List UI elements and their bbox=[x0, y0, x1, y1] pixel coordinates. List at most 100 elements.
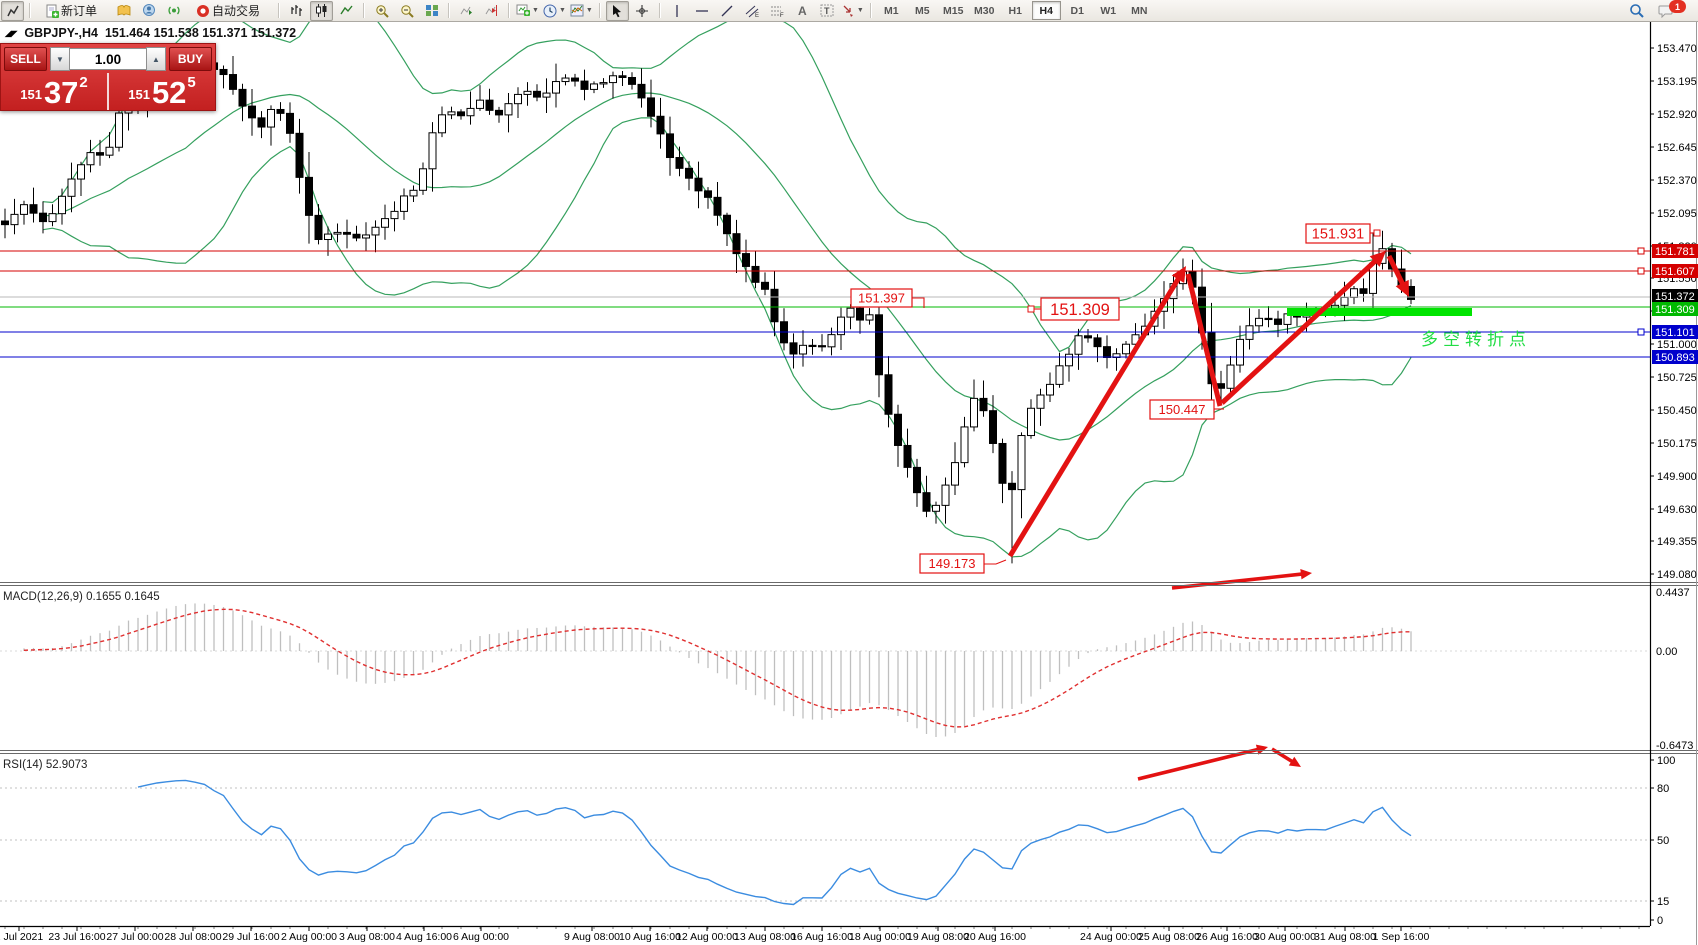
equidistant-channel-icon[interactable]: E bbox=[741, 1, 764, 21]
auto-scroll-icon[interactable] bbox=[455, 1, 478, 21]
svg-text:149.173: 149.173 bbox=[929, 556, 976, 571]
price-annotation-151397[interactable]: 151.397 bbox=[850, 288, 913, 308]
bar-chart-icon[interactable] bbox=[285, 1, 308, 21]
charts-icon[interactable] bbox=[1, 0, 24, 21]
price-badge-151781: 151.781 bbox=[1652, 244, 1698, 258]
annotation-handle[interactable] bbox=[1373, 229, 1381, 237]
buy-price-pip: 5 bbox=[187, 74, 196, 91]
price-axis-label: 149.080 bbox=[1657, 569, 1697, 581]
templates-icon[interactable]: ▼ bbox=[569, 1, 594, 21]
text-icon[interactable]: A bbox=[797, 3, 807, 18]
svg-text:151.372: 151.372 bbox=[1655, 291, 1695, 303]
rsi-axis-label: 80 bbox=[1657, 783, 1669, 795]
annotation-handle[interactable] bbox=[1027, 305, 1035, 313]
crosshair-icon[interactable] bbox=[631, 1, 654, 21]
zoom-out-icon[interactable] bbox=[395, 1, 418, 21]
trend-zigzag-arrows[interactable] bbox=[1007, 251, 1409, 558]
horizontal-line-icon[interactable] bbox=[691, 1, 714, 21]
trendline-icon[interactable] bbox=[716, 1, 739, 21]
time-axis-label: 27 Jul 00:00 bbox=[106, 931, 163, 943]
macd-panel[interactable] bbox=[0, 603, 1650, 737]
sell-button[interactable]: SELL bbox=[4, 47, 47, 71]
tab-timeframe-m1[interactable]: M1 bbox=[883, 4, 899, 17]
vertical-line-icon[interactable] bbox=[666, 1, 689, 21]
toolbar-separator bbox=[598, 3, 601, 18]
period-icon[interactable]: ▼ bbox=[542, 1, 567, 21]
new-order-label: 新订单 bbox=[60, 4, 97, 18]
search-icon[interactable] bbox=[1625, 1, 1648, 21]
arrows-icon[interactable]: ▼ bbox=[841, 1, 865, 21]
volume-increase-button[interactable]: ▲ bbox=[146, 47, 166, 71]
fibonacci-icon[interactable]: F bbox=[766, 1, 789, 21]
tab-timeframe-m15[interactable]: M15 bbox=[943, 4, 964, 17]
zoom-in-icon[interactable] bbox=[370, 1, 393, 21]
svg-text:151.781: 151.781 bbox=[1655, 246, 1695, 258]
price-annotation-149173[interactable]: 149.173 bbox=[919, 553, 985, 574]
text-label-icon[interactable]: T bbox=[816, 1, 839, 21]
support-highlight-bar[interactable] bbox=[1287, 308, 1472, 316]
price-axis[interactable]: 153.470 153.195 152.920 152.645 152.370 152.0… bbox=[1650, 43, 1698, 927]
tab-timeframe-h4[interactable]: H4 bbox=[1031, 1, 1061, 20]
price-badge-151309: 151.309 bbox=[1652, 302, 1698, 316]
time-axis-label: 9 Aug 08:00 bbox=[564, 931, 620, 943]
svg-text:T: T bbox=[824, 6, 830, 16]
macd-signal-line bbox=[23, 608, 1412, 728]
chat-icon[interactable]: 1 bbox=[1657, 0, 1687, 21]
signals-icon[interactable] bbox=[162, 1, 185, 21]
new-order-button[interactable]: 新订单 bbox=[36, 1, 110, 21]
price-annotation-150447[interactable]: 150.447 bbox=[1149, 399, 1215, 420]
cn-note-text[interactable]: 多空转折点 bbox=[1421, 330, 1531, 349]
time-axis-label: 4 Aug 16:00 bbox=[396, 931, 452, 943]
price-badge-151101: 151.101 bbox=[1652, 325, 1698, 339]
time-axis-label: 13 Aug 08:00 bbox=[734, 931, 796, 943]
buy-button[interactable]: BUY bbox=[169, 47, 212, 71]
price-chart-panel[interactable] bbox=[1, 0, 1415, 564]
sell-price-pip: 2 bbox=[79, 74, 88, 91]
tab-timeframe-h1[interactable]: H1 bbox=[1008, 4, 1022, 17]
sell-price[interactable]: 151 37 2 bbox=[1, 73, 107, 110]
rsi-panel[interactable] bbox=[0, 779, 1650, 906]
price-badge-151372: 151.372 bbox=[1652, 289, 1698, 303]
tile-windows-icon[interactable] bbox=[420, 1, 443, 21]
bollinger-middle-band[interactable] bbox=[42, 92, 1412, 441]
line-chart-icon[interactable] bbox=[335, 1, 358, 21]
time-axis-label: 24 Aug 00:00 bbox=[1080, 931, 1142, 943]
rsi-axis-label: 0 bbox=[1657, 915, 1663, 927]
toolbar-separator bbox=[658, 3, 661, 18]
price-annotation-151931[interactable]: 151.931 bbox=[1305, 223, 1371, 244]
time-axis-label: 18 Aug 00:00 bbox=[849, 931, 911, 943]
time-axis-label: 25 Aug 08:00 bbox=[1138, 931, 1200, 943]
chart-shift-icon[interactable] bbox=[480, 1, 503, 21]
history-center-icon[interactable] bbox=[112, 1, 135, 21]
macd-axis-label: -0.6473 bbox=[1656, 740, 1693, 752]
time-axis-label: 12 Aug 00:00 bbox=[676, 931, 738, 943]
autotrading-button[interactable]: 自动交易 bbox=[187, 1, 273, 21]
new-chart-icon[interactable]: ▼ bbox=[515, 1, 540, 21]
buy-price[interactable]: 151 52 5 bbox=[109, 73, 215, 110]
price-axis-label: 152.645 bbox=[1657, 142, 1697, 154]
volume-input[interactable] bbox=[70, 48, 146, 70]
level-line-handle[interactable] bbox=[1637, 328, 1645, 336]
level-line-handle[interactable] bbox=[1637, 247, 1645, 255]
tab-timeframe-m5[interactable]: M5 bbox=[914, 4, 930, 17]
volume-stepper: ▼ ▲ bbox=[50, 47, 166, 71]
tab-timeframe-m30[interactable]: M30 bbox=[974, 4, 995, 17]
tab-timeframe-w1[interactable]: W1 bbox=[1100, 4, 1117, 17]
bollinger-upper-band[interactable] bbox=[42, 0, 1412, 353]
cursor-icon[interactable] bbox=[605, 0, 629, 21]
candlestick-chart-icon[interactable] bbox=[310, 0, 333, 21]
price-axis-label: 149.355 bbox=[1657, 536, 1697, 548]
time-axis-label: 23 Jul 16:00 bbox=[48, 931, 105, 943]
level-line-handle[interactable] bbox=[1637, 267, 1645, 275]
time-axis-label: 31 Aug 08:00 bbox=[1314, 931, 1376, 943]
candlestick-series bbox=[1, 44, 1415, 564]
tab-timeframe-d1[interactable]: D1 bbox=[1070, 4, 1084, 17]
market-watch-icon[interactable] bbox=[137, 1, 160, 21]
price-axis-label: 149.900 bbox=[1657, 471, 1697, 483]
tab-timeframe-mn[interactable]: MN bbox=[1131, 4, 1148, 17]
volume-decrease-button[interactable]: ▼ bbox=[50, 47, 70, 71]
price-annotation-151309[interactable]: 151.309 bbox=[1040, 297, 1120, 321]
